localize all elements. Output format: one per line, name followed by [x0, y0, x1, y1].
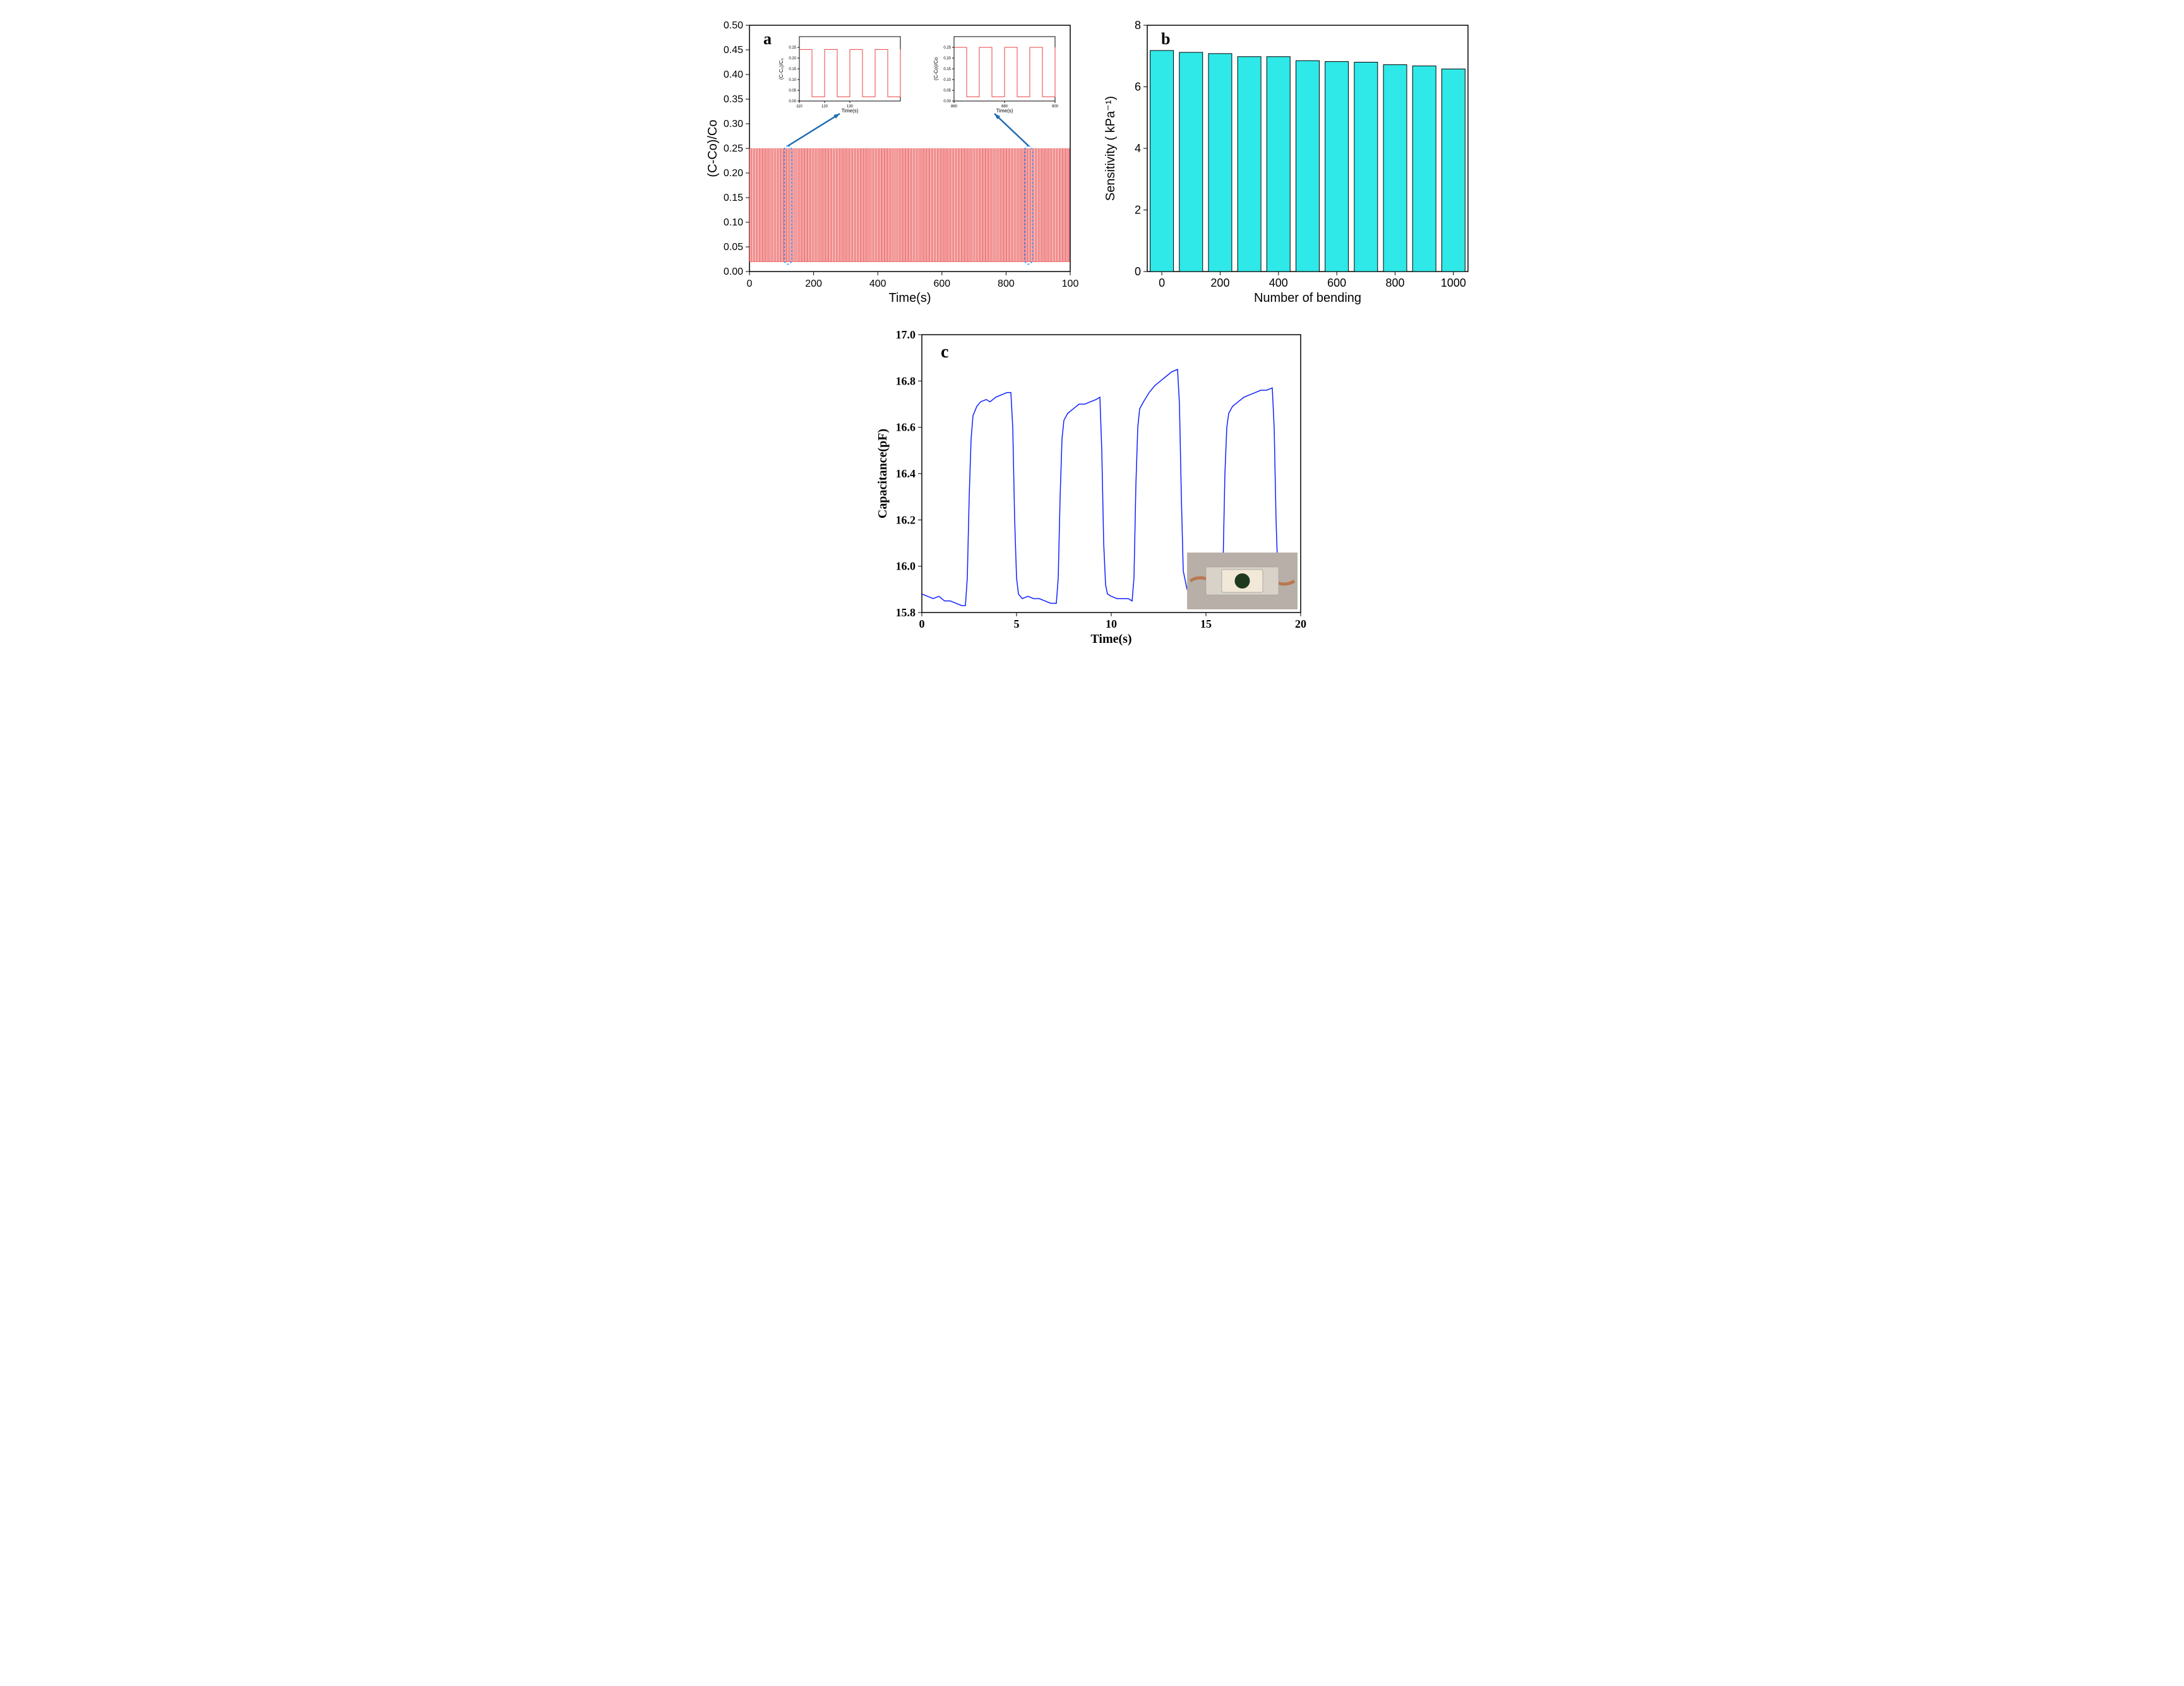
svg-text:0.35: 0.35	[723, 94, 743, 105]
svg-text:0.10: 0.10	[943, 78, 951, 82]
svg-text:(C-C₀)/C₀: (C-C₀)/C₀	[779, 58, 784, 80]
svg-text:17.0: 17.0	[895, 328, 916, 341]
svg-text:0.05: 0.05	[789, 89, 796, 93]
svg-text:0: 0	[1134, 265, 1140, 278]
svg-text:860: 860	[950, 105, 957, 109]
svg-text:0: 0	[1159, 277, 1165, 289]
svg-text:1000: 1000	[1440, 277, 1465, 289]
panel-a: 0 200 400 600 800 100 0.00 0.05 0.10 0.15 0.20 0.25…	[704, 13, 1083, 309]
svg-text:0.20: 0.20	[943, 57, 951, 61]
svg-text:0.25: 0.25	[943, 46, 951, 50]
chart-a: 0 200 400 600 800 100 0.00 0.05 0.10 0.15 0.20 0.25…	[704, 13, 1083, 309]
svg-text:0.15: 0.15	[789, 68, 796, 71]
svg-text:400: 400	[869, 278, 886, 289]
svg-text:120: 120	[821, 105, 828, 109]
svg-text:400: 400	[1268, 277, 1287, 289]
svg-text:a: a	[763, 30, 772, 48]
panel-b: 0 200 400 600 800 1000 0 2 4 6 8 Number of bending S…	[1102, 13, 1481, 309]
svg-text:20: 20	[1295, 618, 1306, 630]
svg-text:Number of bending: Number of bending	[1253, 291, 1361, 305]
svg-text:0.15: 0.15	[723, 193, 743, 203]
svg-text:0.20: 0.20	[789, 57, 796, 61]
svg-text:0.30: 0.30	[723, 119, 743, 129]
svg-text:100: 100	[1061, 278, 1078, 289]
svg-text:0.10: 0.10	[789, 78, 796, 82]
svg-text:0.15: 0.15	[943, 68, 951, 71]
svg-text:200: 200	[1210, 277, 1229, 289]
svg-text:0.05: 0.05	[723, 242, 743, 253]
svg-text:600: 600	[1327, 277, 1346, 289]
svg-text:0.05: 0.05	[943, 89, 951, 93]
svg-text:800: 800	[1385, 277, 1404, 289]
svg-text:Sensitivity ( kPa⁻¹): Sensitivity ( kPa⁻¹)	[1104, 96, 1118, 201]
svg-text:0.25: 0.25	[789, 46, 796, 50]
svg-text:16.4: 16.4	[895, 467, 916, 480]
svg-text:16.0: 16.0	[895, 560, 916, 573]
chart-c: 0 5 10 15 20 15.8 16.0 16.2 16.4 16.6 16.8 17.0 Time…	[871, 322, 1313, 650]
svg-text:900: 900	[1051, 105, 1058, 109]
svg-text:0.45: 0.45	[723, 45, 743, 56]
svg-text:15: 15	[1200, 618, 1212, 630]
svg-text:0: 0	[746, 278, 752, 289]
svg-text:Capacitance(pF): Capacitance(pF)	[876, 429, 890, 518]
svg-text:c: c	[941, 342, 948, 362]
svg-text:2: 2	[1134, 204, 1140, 217]
svg-text:0.00: 0.00	[723, 266, 743, 277]
svg-text:15.8: 15.8	[895, 606, 916, 619]
svg-text:Time(s): Time(s)	[996, 108, 1013, 114]
svg-text:200: 200	[805, 278, 822, 289]
svg-text:0.00: 0.00	[789, 100, 796, 104]
svg-text:0.20: 0.20	[723, 168, 743, 179]
svg-text:5: 5	[1013, 618, 1019, 630]
svg-text:Time(s): Time(s)	[888, 291, 931, 305]
svg-text:Time(s): Time(s)	[1090, 632, 1131, 646]
svg-text:16.6: 16.6	[895, 421, 916, 434]
svg-text:0.00: 0.00	[943, 100, 951, 104]
svg-text:110: 110	[796, 105, 803, 109]
svg-text:Time(s): Time(s)	[841, 108, 858, 114]
svg-text:800: 800	[998, 278, 1015, 289]
svg-text:0.10: 0.10	[723, 217, 743, 228]
svg-text:600: 600	[933, 278, 950, 289]
svg-text:0.50: 0.50	[723, 20, 743, 31]
svg-text:4: 4	[1134, 142, 1140, 155]
svg-text:0.25: 0.25	[723, 143, 743, 154]
panel-c: 0 5 10 15 20 15.8 16.0 16.2 16.4 16.6 16.8 17.0 Time…	[871, 322, 1313, 650]
svg-text:16.2: 16.2	[895, 513, 916, 526]
svg-text:0: 0	[919, 618, 924, 630]
svg-text:0.40: 0.40	[723, 69, 743, 80]
svg-text:6: 6	[1134, 81, 1140, 93]
svg-text:(C-Co)/Co: (C-Co)/Co	[933, 57, 939, 80]
svg-text:b: b	[1161, 30, 1170, 48]
chart-b: 0 200 400 600 800 1000 0 2 4 6 8 Number of bending S…	[1102, 13, 1481, 309]
svg-text:16.8: 16.8	[895, 374, 916, 387]
svg-text:8: 8	[1134, 19, 1140, 32]
svg-text:10: 10	[1106, 618, 1117, 630]
svg-text:(C-Co)/Co: (C-Co)/Co	[706, 119, 720, 177]
